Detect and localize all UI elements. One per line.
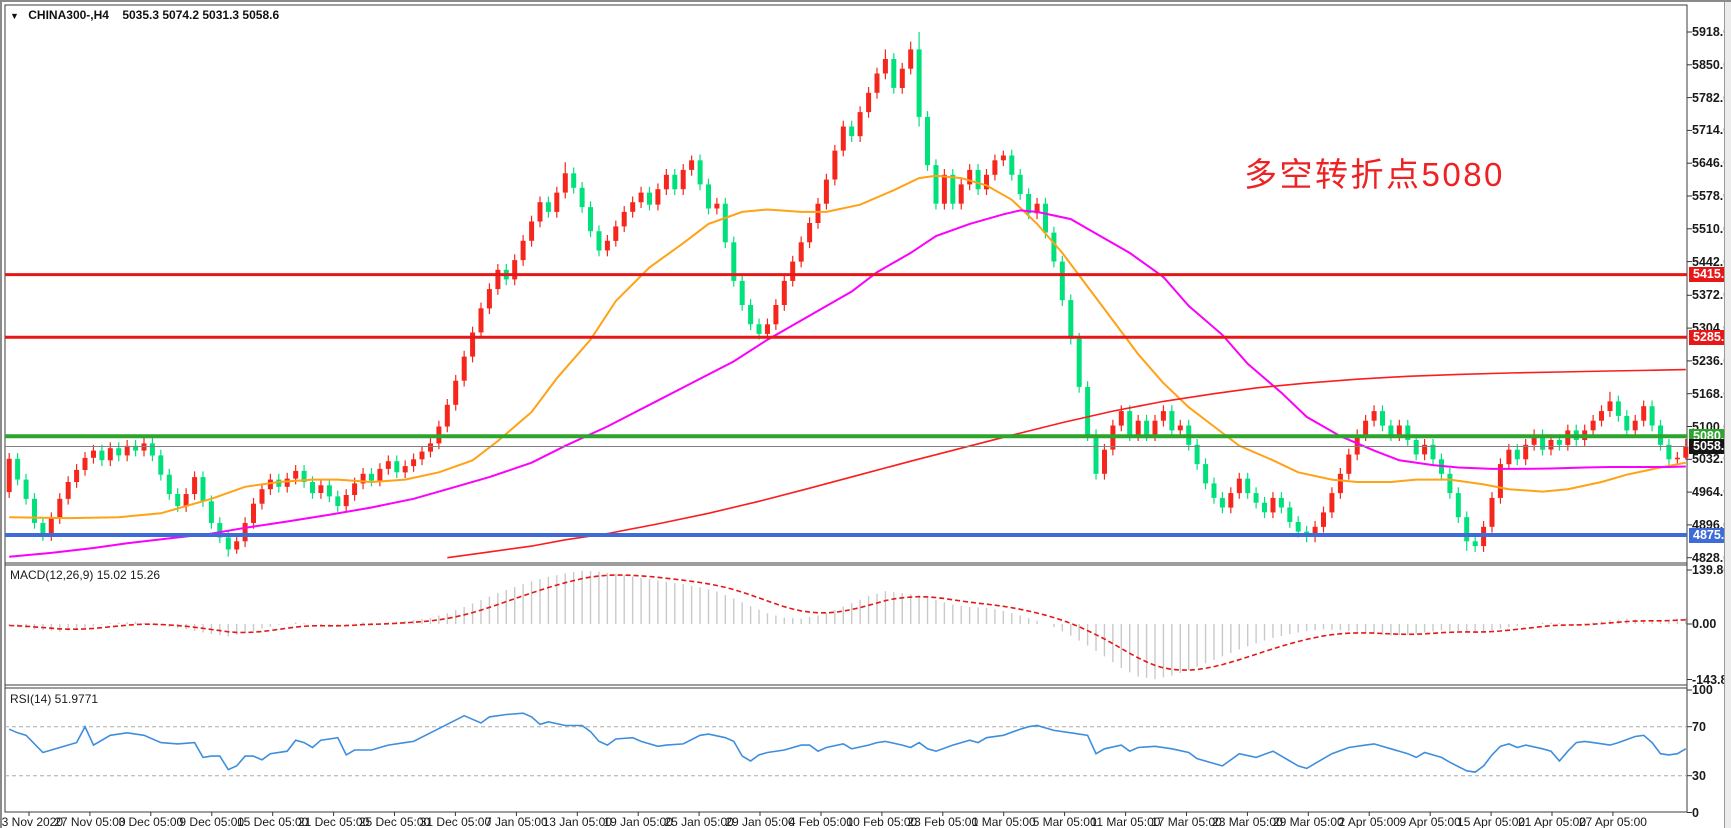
price-tick-label: 5646.0 xyxy=(1692,156,1731,171)
time-tick-label: 2 Apr 05:00 xyxy=(1338,815,1400,828)
chart-annotation-text[interactable]: 多空转折点5080 xyxy=(1244,156,1505,193)
rsi-pane-label: RSI(14) 51.9771 xyxy=(10,692,99,706)
rsi-line xyxy=(8,712,1687,773)
time-tick-label: 15 Dec 05:00 xyxy=(236,815,309,828)
ma-slow-red xyxy=(447,368,1686,559)
time-tick-label: 25 Jan 05:00 xyxy=(664,815,734,828)
time-tick-label: 5 Mar 05:00 xyxy=(1032,815,1097,828)
time-tick-label: 29 Mar 05:00 xyxy=(1272,815,1344,828)
time-tick-label: 19 Jan 05:00 xyxy=(603,815,673,828)
time-tick-label: 31 Dec 05:00 xyxy=(419,815,492,828)
rsi-tick-label: 100 xyxy=(1692,682,1713,697)
time-tick-label: 27 Nov 05:00 xyxy=(54,815,126,828)
time-tick-label: 7 Jan 05:00 xyxy=(485,815,548,828)
time-tick-label: 9 Apr 05:00 xyxy=(1399,815,1461,828)
macd-tick-label: 0.00 xyxy=(1692,617,1717,631)
time-tick-label: 11 Mar 05:00 xyxy=(1090,815,1161,828)
time-tick-label: 21 Apr 05:00 xyxy=(1517,815,1587,828)
price-level-badge-5415.0: 5415.0 xyxy=(1689,267,1731,283)
macd-tick-label: 139.86 xyxy=(1692,563,1731,577)
rsi-tick-label: 0 xyxy=(1692,805,1699,820)
time-tick-label: 23 Feb 05:00 xyxy=(907,815,979,828)
time-tick-label: 13 Jan 05:00 xyxy=(542,815,612,828)
price-tick-label: 5714.0 xyxy=(1692,123,1731,138)
time-tick-label: 3 Dec 05:00 xyxy=(118,815,184,828)
ma-fast-orange xyxy=(9,174,1686,520)
price-tick-label: 4964.0 xyxy=(1692,485,1731,500)
time-tick-label: 17 Mar 05:00 xyxy=(1151,815,1222,828)
price-tick-label: 5510.0 xyxy=(1692,221,1731,236)
price-tick-label: 5850.0 xyxy=(1692,57,1731,72)
macd-pane-label: MACD(12,26,9) 15.02 15.26 xyxy=(10,568,161,582)
time-tick-label: 29 Jan 05:00 xyxy=(725,815,795,828)
time-tick-label: 9 Dec 05:00 xyxy=(179,815,245,828)
macd-tick-label: -143.82 xyxy=(1692,672,1731,687)
time-tick-label: 10 Feb 05:00 xyxy=(846,815,918,828)
chart-header: ▼ CHINA300-,H4 5035.3 5074.2 5031.3 5058… xyxy=(10,8,279,22)
rsi-tick-label: 70 xyxy=(1692,719,1706,734)
time-tick-label: 21 Dec 05:00 xyxy=(297,815,370,828)
price-level-badge-4875.0: 4875.0 xyxy=(1689,527,1731,543)
price-tick-label: 5782.0 xyxy=(1692,90,1731,105)
price-tick-label: 5918.0 xyxy=(1692,25,1731,39)
time-tick-label: 1 Mar 05:00 xyxy=(971,815,1036,828)
time-tick-label: 23 Nov 2020 xyxy=(0,815,64,828)
time-tick-label: 27 Apr 05:00 xyxy=(1578,815,1647,828)
symbol-period-label: CHINA300-,H4 xyxy=(28,8,109,22)
price-tick-label: 5578.0 xyxy=(1692,188,1731,203)
macd-signal-line xyxy=(9,574,1686,671)
time-tick-label: 23 Mar 05:00 xyxy=(1212,815,1283,828)
time-tick-label: 15 Apr 05:00 xyxy=(1457,815,1526,828)
rsi-tick-label: 30 xyxy=(1692,768,1706,783)
time-tick-label: 25 Dec 05:00 xyxy=(358,815,431,828)
price-tick-label: 5168.0 xyxy=(1692,386,1731,401)
price-tick-label: 5372.0 xyxy=(1692,288,1731,303)
window-scrollbar[interactable] xyxy=(1724,2,1731,828)
price-level-badge-5058.6: 5058.6 xyxy=(1689,438,1731,454)
price-level-badge-5285.0: 5285.0 xyxy=(1689,329,1731,345)
symbol-dropdown-icon[interactable]: ▼ xyxy=(10,11,19,21)
ohlc-values: 5035.3 5074.2 5031.3 5058.6 xyxy=(122,8,280,22)
price-tick-label: 5236.0 xyxy=(1692,353,1731,368)
ma-mid-magenta xyxy=(9,209,1686,558)
price-tick-label: 5032.0 xyxy=(1692,452,1731,467)
price-tick-label: 4828.0 xyxy=(1692,550,1731,565)
time-tick-label: 4 Feb 05:00 xyxy=(788,815,853,828)
price-tick-label: 5442.0 xyxy=(1692,254,1731,269)
